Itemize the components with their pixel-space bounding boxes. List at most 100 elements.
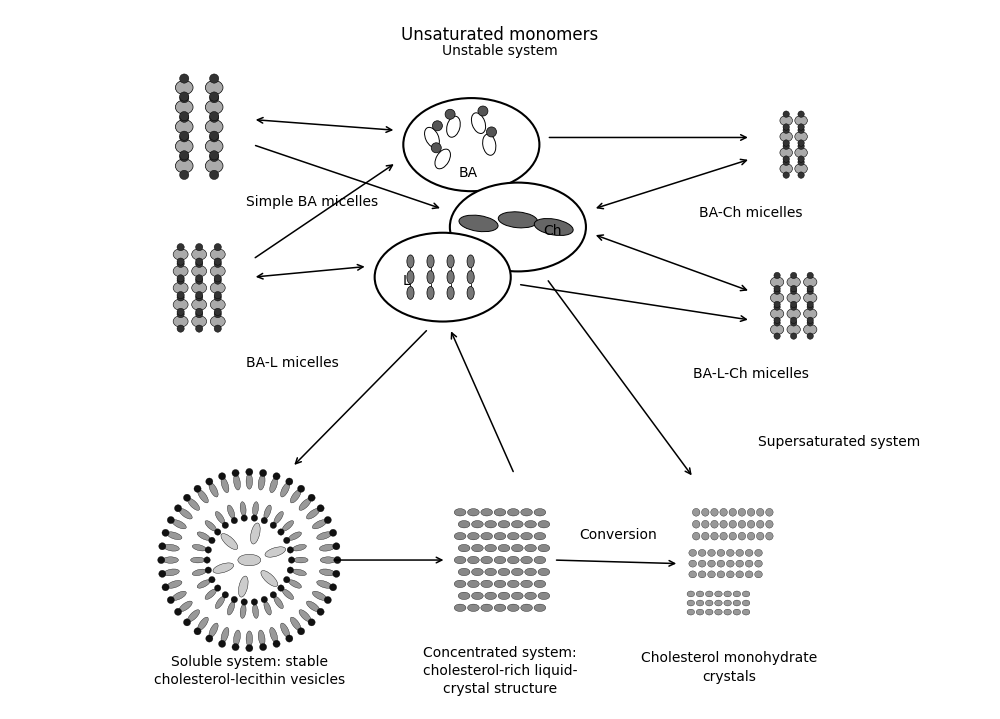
Ellipse shape bbox=[472, 521, 483, 528]
Circle shape bbox=[210, 74, 219, 83]
Ellipse shape bbox=[715, 609, 722, 615]
Ellipse shape bbox=[483, 134, 496, 155]
Ellipse shape bbox=[454, 580, 466, 587]
Circle shape bbox=[214, 258, 221, 265]
Circle shape bbox=[194, 485, 201, 493]
Ellipse shape bbox=[795, 132, 807, 142]
Ellipse shape bbox=[755, 560, 762, 567]
Ellipse shape bbox=[175, 139, 193, 153]
Circle shape bbox=[196, 308, 203, 316]
Ellipse shape bbox=[534, 533, 546, 540]
Ellipse shape bbox=[770, 293, 784, 303]
Ellipse shape bbox=[167, 532, 182, 540]
Ellipse shape bbox=[756, 532, 764, 540]
Circle shape bbox=[214, 528, 221, 535]
Ellipse shape bbox=[521, 604, 532, 611]
Ellipse shape bbox=[191, 557, 205, 563]
Ellipse shape bbox=[221, 628, 229, 643]
Ellipse shape bbox=[494, 508, 506, 516]
Ellipse shape bbox=[210, 299, 225, 311]
Ellipse shape bbox=[407, 255, 414, 267]
Ellipse shape bbox=[702, 521, 709, 528]
Circle shape bbox=[324, 597, 331, 604]
Circle shape bbox=[214, 291, 221, 298]
Ellipse shape bbox=[175, 159, 193, 173]
Ellipse shape bbox=[525, 521, 536, 528]
Circle shape bbox=[251, 599, 258, 605]
Ellipse shape bbox=[717, 560, 725, 567]
Ellipse shape bbox=[192, 316, 207, 327]
Circle shape bbox=[308, 619, 315, 626]
Circle shape bbox=[798, 124, 804, 130]
Ellipse shape bbox=[720, 521, 727, 528]
Ellipse shape bbox=[454, 604, 466, 611]
Circle shape bbox=[177, 325, 184, 332]
Ellipse shape bbox=[312, 520, 327, 529]
Ellipse shape bbox=[745, 560, 753, 567]
Ellipse shape bbox=[164, 544, 179, 551]
Ellipse shape bbox=[458, 592, 470, 600]
Ellipse shape bbox=[198, 617, 208, 631]
Circle shape bbox=[209, 577, 215, 583]
Ellipse shape bbox=[787, 277, 800, 287]
Circle shape bbox=[210, 113, 219, 122]
Circle shape bbox=[798, 139, 804, 146]
Text: Unstable system: Unstable system bbox=[442, 45, 558, 58]
Ellipse shape bbox=[742, 609, 750, 615]
Ellipse shape bbox=[173, 265, 188, 277]
Circle shape bbox=[177, 275, 184, 282]
Circle shape bbox=[180, 111, 189, 121]
Ellipse shape bbox=[756, 508, 764, 516]
Ellipse shape bbox=[227, 602, 235, 615]
Ellipse shape bbox=[711, 521, 718, 528]
Ellipse shape bbox=[447, 255, 454, 267]
Circle shape bbox=[273, 640, 280, 647]
Ellipse shape bbox=[726, 560, 734, 567]
Circle shape bbox=[196, 294, 203, 301]
Circle shape bbox=[807, 304, 813, 311]
Text: Simple BA micelles: Simple BA micelles bbox=[246, 195, 378, 209]
Circle shape bbox=[783, 111, 789, 117]
Ellipse shape bbox=[270, 628, 278, 643]
Ellipse shape bbox=[538, 592, 550, 600]
Ellipse shape bbox=[246, 631, 253, 646]
Ellipse shape bbox=[708, 560, 715, 567]
Circle shape bbox=[232, 644, 239, 651]
Circle shape bbox=[287, 567, 294, 573]
Ellipse shape bbox=[246, 473, 253, 489]
Ellipse shape bbox=[319, 544, 335, 551]
Circle shape bbox=[270, 592, 277, 598]
Circle shape bbox=[798, 156, 804, 162]
Circle shape bbox=[774, 273, 780, 279]
Ellipse shape bbox=[175, 119, 193, 134]
Ellipse shape bbox=[738, 532, 746, 540]
Ellipse shape bbox=[689, 571, 697, 578]
Ellipse shape bbox=[702, 508, 709, 516]
Circle shape bbox=[196, 244, 203, 251]
Ellipse shape bbox=[205, 139, 223, 153]
Circle shape bbox=[219, 640, 226, 647]
Ellipse shape bbox=[534, 508, 546, 516]
Ellipse shape bbox=[270, 477, 278, 493]
Ellipse shape bbox=[795, 164, 807, 174]
Circle shape bbox=[333, 543, 340, 550]
Ellipse shape bbox=[733, 591, 741, 597]
Ellipse shape bbox=[494, 580, 506, 587]
Circle shape bbox=[196, 275, 203, 282]
Circle shape bbox=[214, 325, 221, 332]
Ellipse shape bbox=[274, 511, 283, 523]
Ellipse shape bbox=[450, 183, 586, 271]
Ellipse shape bbox=[289, 532, 301, 540]
Ellipse shape bbox=[253, 604, 259, 618]
Ellipse shape bbox=[481, 604, 493, 611]
Ellipse shape bbox=[696, 609, 704, 615]
Ellipse shape bbox=[205, 521, 216, 531]
Ellipse shape bbox=[238, 554, 261, 566]
Ellipse shape bbox=[481, 557, 493, 564]
Circle shape bbox=[807, 285, 813, 292]
Ellipse shape bbox=[210, 316, 225, 327]
Ellipse shape bbox=[534, 219, 573, 236]
Circle shape bbox=[774, 301, 780, 308]
Circle shape bbox=[798, 143, 804, 150]
Ellipse shape bbox=[717, 571, 725, 578]
